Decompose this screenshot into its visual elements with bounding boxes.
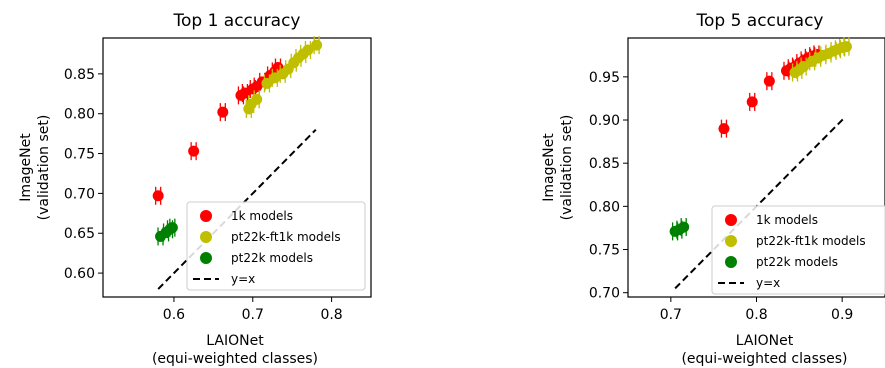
legend-label: pt22k-ft1k models	[756, 234, 866, 248]
plot-frame	[102, 37, 372, 298]
data-point	[166, 222, 178, 234]
series-2	[789, 37, 852, 82]
legend-marker	[725, 214, 737, 226]
x-tick-label: 0.6	[163, 307, 185, 323]
y-tick-label: 0.80	[64, 107, 95, 123]
data-point	[798, 60, 810, 72]
y-tick-label: 0.80	[589, 199, 620, 215]
data-point	[746, 96, 758, 108]
x-axis-label: (equi-weighted classes)	[152, 351, 318, 367]
chart-1: Top 1 accuracy 0.6 0.7 0.8 0.60 0.65 0.70 0.75 0…	[18, 11, 372, 367]
series-3	[155, 218, 178, 246]
y-tick-label: 0.95	[589, 70, 620, 86]
legend-label: pt22k-ft1k models	[231, 230, 341, 244]
chart-2: Top 5 accuracy 0.7 0.8 0.9 0.70 0.75 0.80 0.85 0…	[541, 11, 885, 367]
data-point	[152, 190, 164, 202]
chart-title: Top 1 accuracy	[172, 11, 300, 31]
y-tick-label: 0.65	[64, 226, 95, 242]
legend: 1k models pt22k-ft1k models pt22k models y=…	[186, 201, 366, 291]
legend-marker	[200, 210, 212, 222]
x-tick-label: 0.7	[660, 307, 682, 323]
data-point	[261, 77, 273, 89]
x-tick-label: 0.8	[745, 307, 767, 323]
data-point	[311, 39, 323, 51]
legend-marker	[725, 256, 737, 268]
y-axis-label: ImageNet	[18, 133, 34, 202]
legend-box	[711, 205, 885, 295]
legend-label: 1k models	[756, 213, 818, 227]
legend-label: y=x	[756, 276, 780, 290]
chart-title: Top 5 accuracy	[695, 11, 823, 31]
x-axis-label: (equi-weighted classes)	[681, 351, 847, 367]
reference-line	[674, 116, 846, 290]
data-point	[302, 44, 314, 56]
legend-marker	[200, 252, 212, 264]
x-axis-label: LAIONet	[736, 333, 794, 349]
series-3	[669, 218, 690, 241]
y-tick-label: 0.85	[589, 156, 620, 172]
data-point	[718, 123, 730, 135]
legend-marker	[200, 231, 212, 243]
y-tick-label: 0.60	[64, 266, 95, 282]
y-tick-label: 0.70	[64, 186, 95, 202]
data-point	[678, 221, 690, 233]
legend-box	[186, 201, 366, 291]
x-tick-label: 0.9	[831, 307, 853, 323]
y-tick-label: 0.70	[589, 286, 620, 302]
y-axis-label: (validation set)	[36, 115, 52, 221]
x-axis-label: LAIONet	[206, 333, 264, 349]
data-point	[217, 106, 229, 118]
y-axis-label: (validation set)	[559, 115, 575, 221]
y-tick-label: 0.75	[64, 147, 95, 163]
data-point	[188, 145, 200, 157]
series-2	[243, 36, 323, 118]
y-tick-label: 0.85	[64, 67, 95, 83]
legend-marker	[725, 235, 737, 247]
y-tick-label: 0.90	[589, 113, 620, 129]
x-tick-label: 0.7	[242, 307, 264, 323]
legend: 1k models pt22k-ft1k models pt22k models y=…	[711, 205, 885, 295]
legend-label: 1k models	[231, 209, 293, 223]
y-tick-label: 0.75	[589, 243, 620, 259]
legend-label: y=x	[231, 272, 255, 286]
data-point	[840, 41, 852, 53]
legend-label: pt22k models	[756, 255, 838, 269]
y-axis-label: ImageNet	[541, 133, 557, 202]
data-point	[763, 75, 775, 87]
x-tick-label: 0.8	[320, 307, 342, 323]
legend-label: pt22k models	[231, 251, 313, 265]
data-point	[251, 93, 263, 105]
